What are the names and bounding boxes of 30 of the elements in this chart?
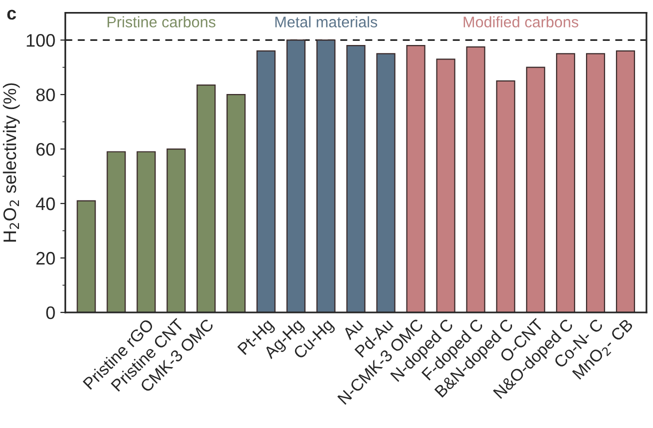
bar	[586, 53, 606, 312]
text: c	[7, 10, 16, 20]
y-tick-label: 80	[36, 88, 55, 102]
text: Pristine carbons	[108, 16, 216, 28]
bar	[226, 94, 246, 312]
bar	[466, 46, 486, 312]
y-tick-label: 40	[36, 197, 55, 210]
bar	[286, 40, 306, 312]
bar	[436, 58, 456, 312]
bar	[346, 44, 366, 312]
bar	[166, 148, 186, 312]
bar	[256, 50, 276, 312]
y-tick-label: 20	[36, 252, 55, 265]
y-axis-title: H$_{2}$O$_{2}$ selectivity (%)	[2, 83, 20, 242]
bar	[556, 53, 576, 312]
series-label: Modified carbons	[464, 16, 578, 28]
bar	[616, 50, 636, 312]
bar	[376, 53, 396, 312]
y-tick-label: 0	[46, 306, 55, 320]
bar	[526, 66, 546, 312]
y-tick-label: 60	[36, 142, 55, 156]
bar	[106, 151, 126, 312]
bar	[136, 151, 156, 312]
bar	[196, 84, 216, 312]
bar	[406, 44, 426, 312]
y-tick-label: 100	[26, 34, 55, 47]
bar	[76, 200, 96, 312]
bar	[316, 40, 336, 312]
series-label: Metal materials	[275, 16, 378, 28]
bar	[496, 80, 516, 312]
